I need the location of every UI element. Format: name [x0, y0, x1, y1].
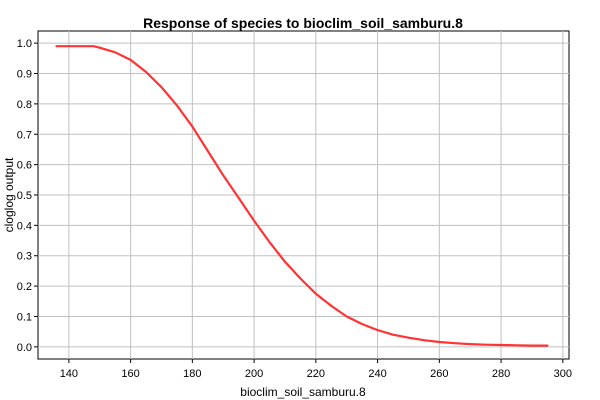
- x-tick-label: 240: [368, 368, 386, 380]
- y-tick-label: 0.9: [17, 69, 32, 81]
- chart-title: Response of species to bioclim_soil_samb…: [143, 15, 463, 31]
- y-tick-label: 0.0: [17, 342, 32, 354]
- x-tick-label: 160: [121, 368, 139, 380]
- y-tick-label: 0.8: [17, 99, 32, 111]
- grid-lines: [38, 31, 569, 359]
- y-tick-label: 0.1: [17, 311, 32, 323]
- y-tick-label: 0.7: [17, 129, 32, 141]
- x-axis-label: bioclim_soil_samburu.8: [240, 385, 366, 399]
- y-tick-label: 0.4: [17, 220, 32, 232]
- x-tick-label: 260: [430, 368, 448, 380]
- x-tick-label: 300: [554, 368, 572, 380]
- series-line-0: [55, 45, 549, 347]
- y-tick-label: 0.2: [17, 281, 32, 293]
- x-tick-label: 180: [183, 368, 201, 380]
- x-tick-label: 200: [245, 368, 263, 380]
- y-tick-label: 0.6: [17, 160, 32, 172]
- y-tick-label: 1.0: [17, 38, 32, 50]
- axes: 140 160 180 200 220 240 260 280 300 0.0 0.1 0.2 0.3 0…: [17, 38, 572, 380]
- y-tick-label: 0.3: [17, 251, 32, 263]
- x-tick-label: 280: [492, 368, 510, 380]
- series-layer: [55, 45, 549, 347]
- x-tick-label: 220: [307, 368, 325, 380]
- y-tick-label: 0.5: [17, 190, 32, 202]
- x-tick-label: 140: [60, 368, 78, 380]
- y-axis-label: cloglog output: [2, 157, 16, 232]
